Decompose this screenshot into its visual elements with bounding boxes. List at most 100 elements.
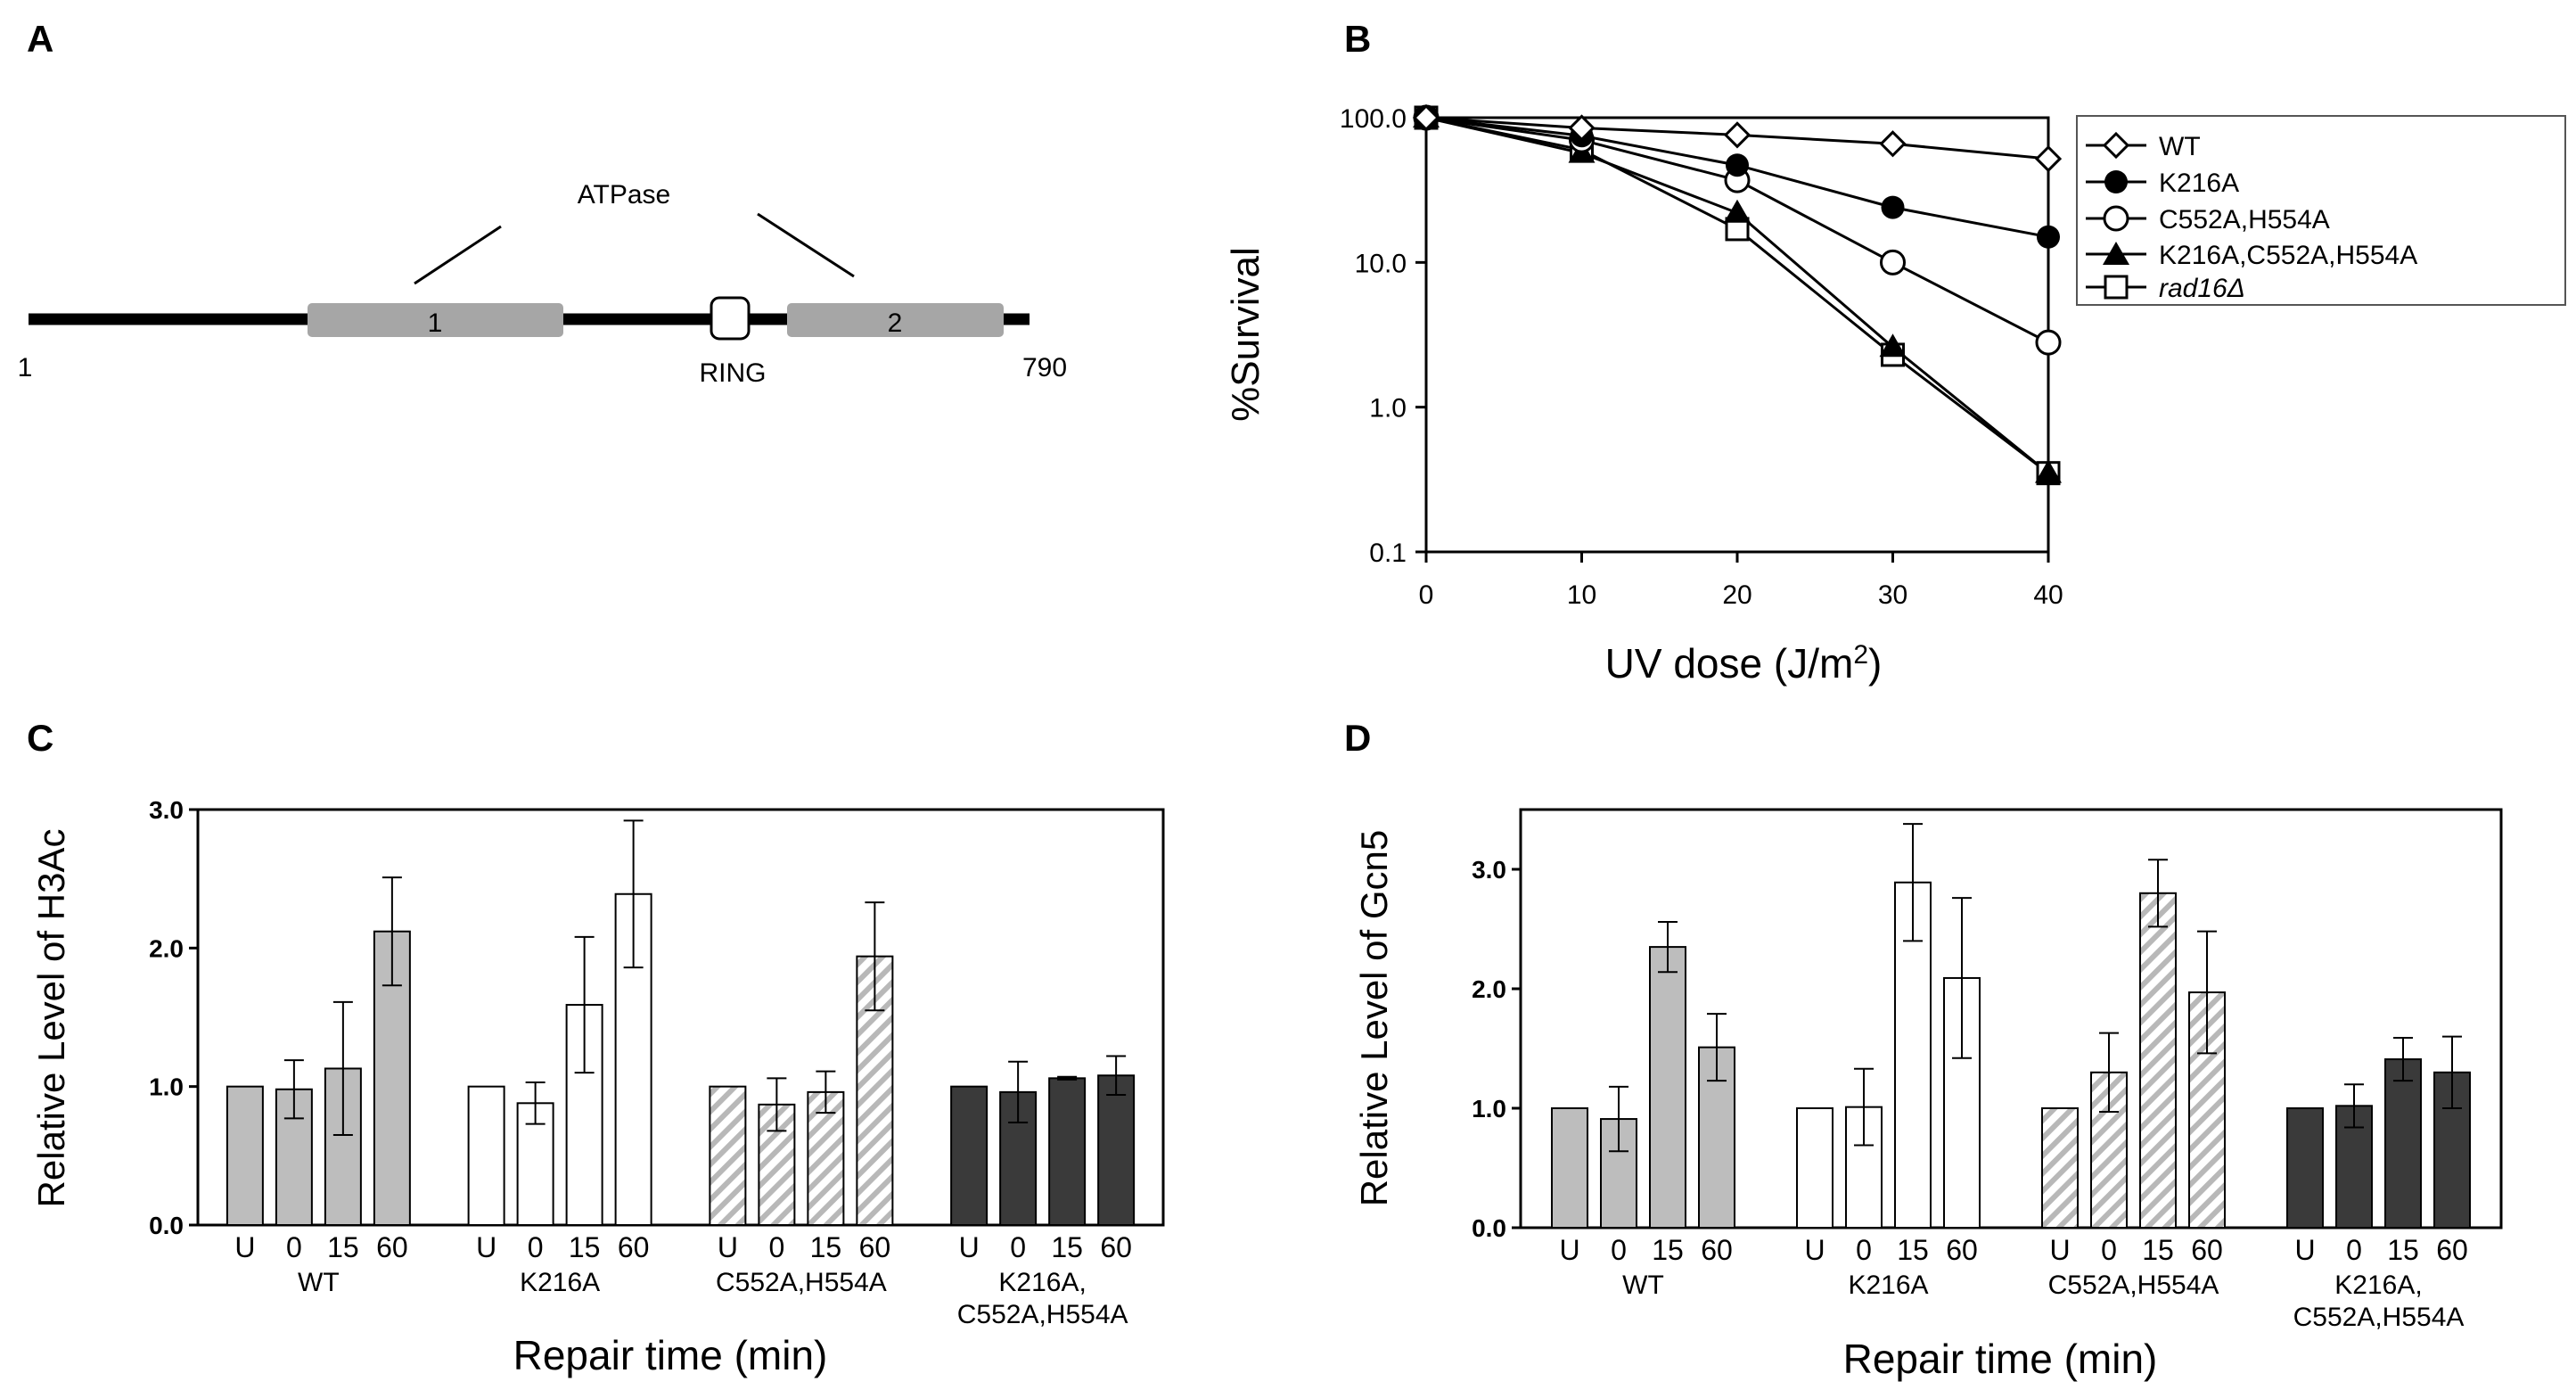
h3ac-category-label: U xyxy=(234,1231,255,1263)
survival-xtick-label: 20 xyxy=(1722,580,1752,610)
survival-point xyxy=(1724,199,1751,223)
atpase-label: ATPase xyxy=(578,180,671,210)
h3ac-ytick-label: 3.0 xyxy=(149,796,184,824)
atpase-domain-2-label: 2 xyxy=(888,308,903,338)
gcn5-category-label: 15 xyxy=(1652,1234,1684,1266)
survival-point xyxy=(1726,153,1749,177)
h3ac-category-label: 15 xyxy=(569,1231,601,1263)
survival-xlabel: UV dose (J/m2) xyxy=(1605,640,1883,687)
gcn5-category-label: U xyxy=(1804,1234,1825,1266)
h3ac-bar xyxy=(807,1090,845,1226)
survival-ylabel: %Survival xyxy=(1224,247,1267,422)
gcn5-category-label: 60 xyxy=(1701,1234,1733,1266)
survival-point xyxy=(1723,121,1752,149)
gcn5-bar-chart: Relative Level of Gcn5 Repair time (min)… xyxy=(1353,808,2503,1382)
legend-marker-rad16 xyxy=(2104,275,2129,300)
survival-point xyxy=(2034,144,2063,173)
h3ac-category-label: 0 xyxy=(768,1231,784,1263)
h3ac-category-label: 0 xyxy=(528,1231,544,1263)
survival-xtick-label: 10 xyxy=(1567,580,1596,610)
atpase-domain-2 xyxy=(787,303,1004,337)
h3ac-xlabel: Repair time (min) xyxy=(513,1332,828,1378)
gcn5-bar xyxy=(1649,946,1686,1229)
gcn5-plot-frame xyxy=(1519,808,2503,1229)
legend-label-k216a: K216A xyxy=(2159,169,2239,198)
h3ac-bar xyxy=(1097,1074,1136,1226)
gcn5-category-label: 60 xyxy=(1946,1234,1978,1266)
h3ac-category-label: 60 xyxy=(859,1231,891,1263)
atpase-bracket-left xyxy=(414,225,502,285)
legend-label-c552a: C552A,H554A xyxy=(2159,205,2330,234)
legend-marker-k216a xyxy=(2104,170,2128,193)
survival-xtick-label: 40 xyxy=(2033,580,2063,610)
gcn5-category-label: 0 xyxy=(1611,1234,1627,1266)
panel-label-d: D xyxy=(1344,717,1371,759)
atpase-domain-1 xyxy=(308,303,563,337)
h3ac-ytick-label: 1.0 xyxy=(149,1073,184,1101)
survival-point xyxy=(1880,249,1906,275)
ring-label: RING xyxy=(700,358,767,388)
h3ac-bar xyxy=(950,1085,989,1226)
h3ac-category-label: 60 xyxy=(1100,1231,1132,1263)
h3ac-category-label: 15 xyxy=(810,1231,842,1263)
gcn5-xlabel: Repair time (min) xyxy=(1843,1336,2158,1382)
survival-point xyxy=(1568,114,1596,142)
gcn5-group-label: C552A,H554A xyxy=(2293,1303,2465,1332)
survival-ytick-label: 0.1 xyxy=(1369,539,1407,568)
h3ac-category-label: 60 xyxy=(376,1231,408,1263)
survival-xtick-label: 30 xyxy=(1878,580,1907,610)
h3ac-category-label: 0 xyxy=(286,1231,302,1263)
gcn5-category-label: U xyxy=(2294,1234,2315,1266)
ring-domain xyxy=(710,296,751,341)
gcn5-category-label: 15 xyxy=(2142,1234,2174,1266)
survival-point xyxy=(1881,195,1905,219)
gcn5-ytick-label: 0.0 xyxy=(1472,1214,1506,1242)
h3ac-category-label: 60 xyxy=(618,1231,650,1263)
h3ac-category-label: U xyxy=(476,1231,496,1263)
survival-chart: %Survival UV dose (J/m2) 0.1 1.0 10.0 100.0… xyxy=(1224,103,2566,687)
legend-label-rad16: rad16Δ xyxy=(2159,274,2245,303)
panel-label-b: B xyxy=(1344,18,1371,60)
gcn5-bar xyxy=(1551,1107,1588,1229)
survival-ytick-label: 100.0 xyxy=(1340,104,1407,134)
h3ac-ylabel: Relative Level of H3Ac xyxy=(30,829,72,1208)
gcn5-category-label: 60 xyxy=(2191,1234,2223,1266)
legend-marker-wt xyxy=(2102,131,2130,160)
panel-label-a: A xyxy=(27,18,53,60)
h3ac-group-label: K216A xyxy=(520,1268,600,1297)
gcn5-bar xyxy=(2384,1058,2422,1229)
legend-marker-c552a xyxy=(2103,205,2129,232)
gcn5-category-label: U xyxy=(2049,1234,2070,1266)
gcn5-category-label: 15 xyxy=(1897,1234,1929,1266)
gcn5-category-label: 0 xyxy=(1856,1234,1872,1266)
end-residue: 790 xyxy=(1022,353,1067,382)
survival-point xyxy=(2035,459,2062,483)
h3ac-ytick-label: 2.0 xyxy=(149,934,184,962)
h3ac-group-label: K216A, xyxy=(998,1268,1086,1297)
gcn5-category-label: U xyxy=(1559,1234,1579,1266)
survival-point xyxy=(1412,103,1440,132)
gcn5-group-label: WT xyxy=(1622,1271,1664,1300)
h3ac-bar-chart: Relative Level of H3Ac Repair time (min)… xyxy=(30,796,1165,1378)
h3ac-ytick-label: 0.0 xyxy=(149,1212,184,1239)
atpase-domain-1-label: 1 xyxy=(428,308,443,338)
survival-ytick-label: 1.0 xyxy=(1369,394,1407,424)
survival-point xyxy=(1879,130,1907,158)
gcn5-category-label: 0 xyxy=(2101,1234,2117,1266)
h3ac-bar xyxy=(467,1085,505,1226)
h3ac-group-label: C552A,H554A xyxy=(957,1300,1128,1329)
h3ac-bar xyxy=(709,1085,747,1226)
h3ac-category-label: U xyxy=(718,1231,738,1263)
h3ac-bar xyxy=(226,1085,264,1226)
gcn5-group-label: K216A xyxy=(1848,1271,1928,1300)
gcn5-bar xyxy=(2139,892,2177,1229)
gcn5-group-label: C552A,H554A xyxy=(2048,1271,2219,1300)
legend-label-wt: WT xyxy=(2159,132,2201,161)
h3ac-category-label: 15 xyxy=(327,1231,359,1263)
gcn5-ytick-label: 1.0 xyxy=(1472,1095,1506,1123)
h3ac-group-label: C552A,H554A xyxy=(716,1268,887,1297)
legend-label-triple: K216A,C552A,H554A xyxy=(2159,241,2417,270)
h3ac-category-label: 0 xyxy=(1010,1231,1026,1263)
gcn5-ylabel: Relative Level of Gcn5 xyxy=(1353,830,1395,1207)
